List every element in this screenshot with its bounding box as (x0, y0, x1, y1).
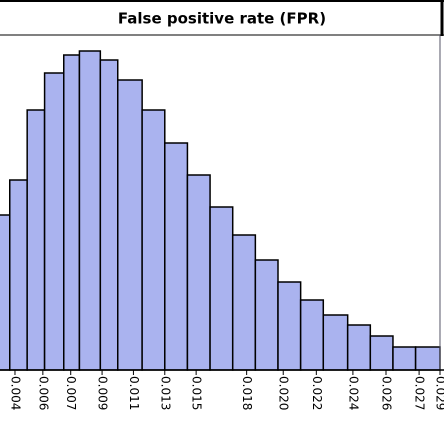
bar (392, 346, 417, 371)
x-tick-label: 0.011 (127, 376, 141, 410)
bar (99, 59, 119, 371)
bar (209, 206, 234, 371)
x-tick-label: 0.024 (346, 376, 360, 410)
x-tick-label: 0.007 (64, 376, 78, 410)
bar (254, 259, 279, 371)
bar (414, 346, 441, 371)
bar (299, 299, 325, 371)
bar (9, 179, 28, 371)
bar (116, 79, 143, 371)
x-tick-label: 0.029 (433, 376, 444, 410)
x-tick-label: 0.022 (310, 376, 324, 410)
x-tick-label: 0.006 (36, 376, 50, 410)
bar (186, 174, 211, 371)
x-tick-label: 0.018 (240, 376, 254, 410)
x-tick-label: 0.026 (379, 376, 393, 410)
x-tick-label: 0.009 (96, 376, 110, 410)
x-tick-label: 0.015 (190, 376, 204, 410)
bar (322, 314, 349, 371)
x-tick-label: 0.004 (8, 376, 22, 410)
plot-area: 0.004 0.006 0.007 0.009 0.011 0.013 0.015 0.018… (0, 35, 444, 410)
bar (141, 109, 166, 371)
x-tick-label: 0.013 (158, 376, 172, 410)
chart-title: False positive rate (FPR) (118, 10, 326, 28)
x-tick-label: 0.020 (277, 376, 291, 410)
bar (26, 109, 46, 371)
bar (164, 142, 189, 371)
bar (43, 72, 65, 371)
bar (346, 324, 372, 371)
bar (0, 214, 11, 371)
bar (63, 54, 81, 371)
x-tick-label: 0.027 (413, 376, 427, 410)
bar (78, 50, 102, 371)
bar (369, 335, 394, 371)
bar (277, 281, 302, 371)
bar (231, 234, 257, 371)
